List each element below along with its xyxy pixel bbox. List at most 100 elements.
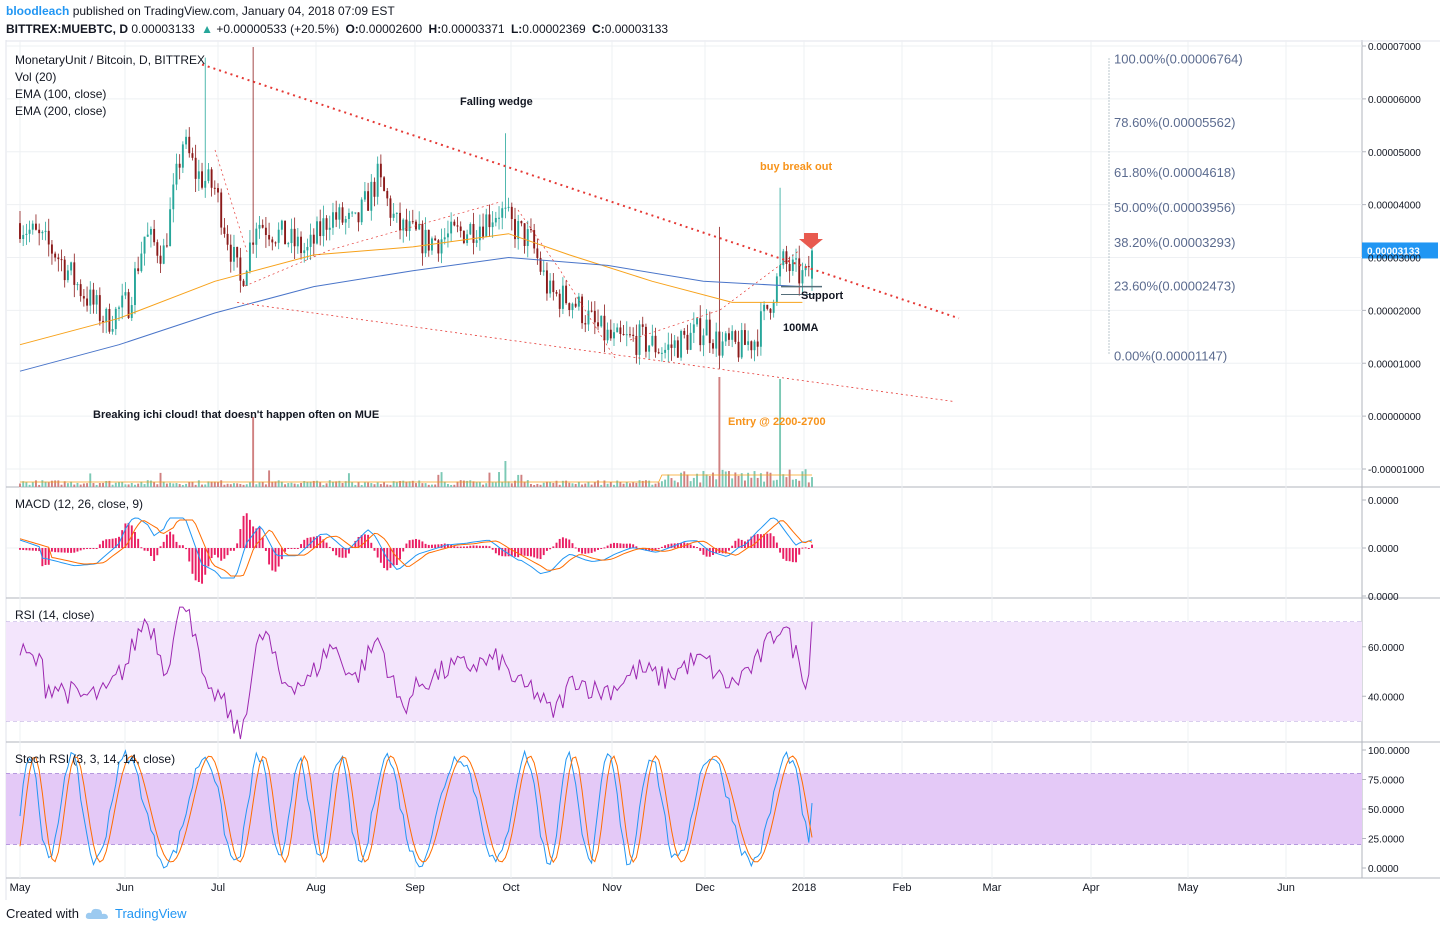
macd-histogram-bar [434, 544, 437, 548]
candle-body [50, 244, 53, 254]
macd-histogram-bar [197, 548, 200, 583]
volume-bar [708, 475, 711, 487]
time-tick-label: Oct [502, 882, 519, 894]
candle-body [258, 224, 261, 229]
macd-histogram-bar [469, 545, 472, 548]
volume-bar [255, 484, 258, 487]
candle-body [290, 228, 293, 244]
volume-bar [421, 483, 424, 487]
volume-bar [261, 481, 264, 487]
macd-histogram-bar [600, 548, 603, 549]
candle-body [95, 295, 98, 305]
volume-ma-line [20, 474, 812, 483]
volume-bar [718, 377, 721, 487]
volume-bar [66, 483, 69, 487]
volume-bar [41, 480, 44, 487]
candle-body [60, 259, 63, 261]
macd-histogram-bar [392, 548, 395, 566]
macd-histogram-bar [233, 548, 235, 551]
stoch-tick-label: 100.0000 [1368, 746, 1410, 757]
candle-body [19, 223, 21, 239]
macd-histogram-bar [47, 548, 50, 565]
volume-bar [609, 481, 612, 487]
candle-body [807, 266, 810, 268]
volume-bar [383, 482, 386, 487]
macd-histogram-bar [785, 548, 788, 561]
macd-histogram-bar [811, 544, 813, 548]
candle-body [424, 229, 427, 254]
volume-bar [245, 484, 248, 487]
volume-bar [750, 477, 753, 487]
candle-body [600, 315, 603, 327]
volume-bar [226, 483, 229, 487]
volume-bar [788, 469, 791, 487]
candle-body [686, 334, 689, 350]
macd-histogram-bar [772, 536, 775, 548]
candle-body [728, 333, 730, 340]
volume-bar [440, 472, 443, 487]
tradingview-link[interactable]: TradingView [114, 906, 187, 921]
volume-bar [791, 479, 794, 487]
candle-body [587, 310, 590, 325]
macd-histogram-bar [363, 534, 366, 548]
macd-histogram-bar [456, 546, 459, 548]
volume-bar [332, 481, 334, 487]
volume-bar [127, 484, 130, 487]
macd-histogram-bar [696, 547, 698, 549]
volume-bar [194, 484, 197, 487]
macd-histogram-bar [514, 548, 516, 557]
volume-bar [450, 484, 453, 487]
candle-body [38, 229, 41, 234]
candle-body [233, 246, 235, 262]
candle-body [689, 332, 692, 350]
volume-bar [73, 484, 76, 487]
macd-histogram-bar [421, 541, 424, 548]
volume-bar [664, 479, 667, 487]
macd-histogram-bar [549, 548, 552, 550]
macd-histogram-bar [721, 548, 724, 554]
macd-histogram-bar [641, 548, 644, 550]
volume-bar [290, 482, 293, 487]
volume-bar [785, 477, 788, 487]
macd-histogram-bar [526, 548, 529, 557]
volume-bar [657, 482, 660, 487]
volume-bar [488, 472, 491, 487]
low-value: 0.00002369 [522, 22, 586, 36]
volume-bar [287, 483, 290, 487]
macd-histogram-bar [149, 548, 152, 557]
candle-body [325, 218, 328, 230]
volume-bar [143, 484, 146, 487]
candle-body [613, 332, 615, 339]
author-name[interactable]: bloodleach [6, 4, 70, 18]
macd-histogram-bar [146, 548, 149, 552]
macd-histogram-bar [370, 542, 373, 548]
macd-histogram-bar [258, 527, 261, 548]
macd-histogram-bar [57, 548, 60, 553]
chart-canvas[interactable]: MonetaryUnit / Bitcoin, D, BITTREX Vol (… [0, 40, 1440, 900]
macd-histogram-bar [287, 548, 290, 549]
macd-histogram-bar [102, 540, 104, 548]
macd-histogram-bar [597, 548, 599, 550]
volume-bar [504, 461, 507, 487]
macd-histogram-bar [303, 539, 306, 548]
candle-body [734, 331, 737, 342]
volume-bar [581, 484, 584, 487]
price-tick-label: 0.00004000 [1368, 201, 1421, 212]
macd-histogram-bar [424, 543, 427, 548]
candle-body [194, 157, 197, 179]
candle-body [92, 289, 95, 305]
candle-body [130, 305, 133, 318]
volume-bar [680, 472, 683, 487]
volume-bar [542, 482, 545, 487]
fib-level-label: 38.20%(0.00003293) [1114, 235, 1235, 250]
macd-histogram-bar [108, 539, 111, 548]
volume-bar [118, 482, 120, 487]
volume-bar [763, 481, 766, 487]
time-tick-label: May [10, 882, 31, 894]
macd-histogram-bar [239, 529, 242, 548]
candle-body [638, 324, 641, 355]
candle-body [699, 318, 702, 346]
macd-histogram-bar [561, 537, 564, 548]
candle-body [724, 333, 727, 342]
volume-bar [443, 481, 446, 487]
